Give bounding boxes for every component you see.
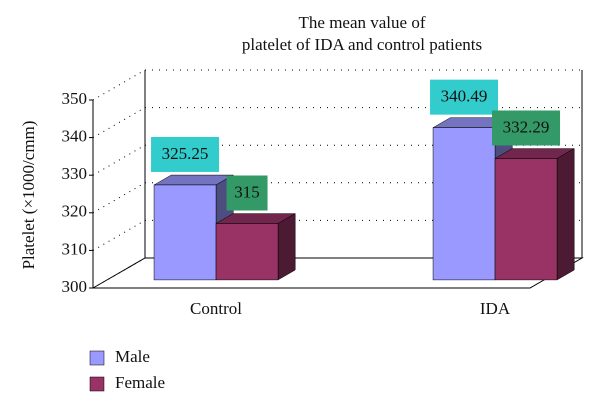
y-tick-label: 340 <box>62 127 88 146</box>
value-label-box <box>226 175 268 211</box>
bar <box>153 184 217 281</box>
bar-side <box>277 213 296 281</box>
grid-line <box>92 182 146 214</box>
x-tick-label: Control <box>190 299 242 318</box>
value-label-box <box>430 79 499 115</box>
bar <box>215 223 279 281</box>
x-tick-label: IDA <box>480 299 511 318</box>
value-label: 332.29 <box>503 117 550 136</box>
value-label: 340.49 <box>441 87 488 106</box>
y-tick-label: 300 <box>62 277 88 296</box>
legend-label: Female <box>115 373 165 392</box>
bar-side <box>556 148 575 281</box>
grid-line <box>92 107 146 139</box>
grid-line <box>92 144 146 176</box>
y-tick-label: 320 <box>62 202 88 221</box>
y-tick-label: 310 <box>62 239 88 258</box>
y-axis-label: Platelet (×1000/cmm) <box>19 121 38 270</box>
y-tick-label: 330 <box>62 164 88 183</box>
y-tick-label: 350 <box>62 89 88 108</box>
value-label: 315 <box>234 182 260 201</box>
legend-swatch <box>89 350 105 366</box>
value-label: 325.25 <box>162 144 209 163</box>
chart-title: platelet of IDA and control patients <box>242 35 482 54</box>
value-label-box <box>151 136 220 172</box>
grid-line <box>92 69 146 101</box>
value-label-box <box>492 110 561 146</box>
grid-line <box>92 219 146 251</box>
bar <box>494 158 558 281</box>
bar <box>432 127 496 281</box>
legend-label: Male <box>115 347 150 366</box>
legend-swatch <box>89 376 105 392</box>
chart-title: The mean value of <box>299 13 426 32</box>
grid-line <box>92 257 146 289</box>
floor <box>91 257 584 289</box>
